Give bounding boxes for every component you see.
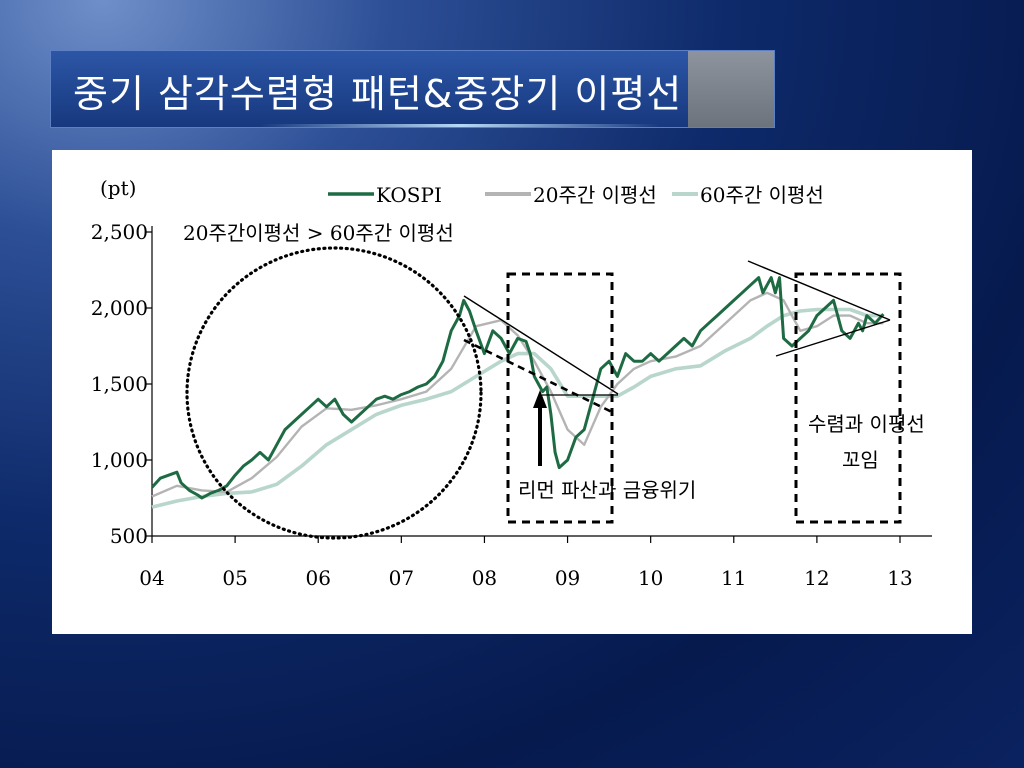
convergence-dashed-box	[794, 272, 902, 524]
y-tick-label: 1,500	[91, 372, 148, 396]
series-layer	[150, 276, 885, 509]
legend-label-0: KOSPI	[376, 183, 442, 207]
y-tick-label: 2,000	[91, 296, 148, 320]
crisis-triangle-upper	[463, 295, 619, 395]
series-line-2	[151, 307, 884, 509]
x-tick-label: 06	[305, 566, 330, 590]
convergence-triangle-upper	[747, 260, 891, 321]
convergence-label-line2: 꼬임	[842, 448, 879, 472]
x-tick-label: 07	[389, 566, 414, 590]
series-line-1	[151, 291, 884, 498]
y-tick-label: 500	[110, 524, 148, 548]
x-tick-label: 10	[638, 566, 663, 590]
crisis-dashed-box	[506, 272, 614, 524]
x-tick-label: 13	[887, 566, 912, 590]
y-tick-label: 1,000	[91, 448, 148, 472]
crisis-triangle-lower	[463, 338, 613, 414]
slide-title: 중기 삼각수렴형 패턴&중장기 이평선	[73, 72, 683, 116]
title-bar: 중기 삼각수렴형 패턴&중장기 이평선	[50, 50, 775, 128]
annotation-layer: 20주간이평선 > 60주간 이평선 리먼 파산과 금융위기 수렴과 이평선 꼬…	[183, 221, 925, 540]
kospi-chart: 500 1,000 1,500 2,000 2,500 04 05 06 07 08 09 10 11 1…	[91, 176, 932, 590]
title-accent-block	[688, 51, 774, 127]
axes-layer: 500 1,000 1,500 2,000 2,500 04 05 06 07 08 09 10 11 1…	[91, 176, 932, 590]
legend-label-2: 60주간 이평선	[700, 183, 824, 207]
x-tick-label: 11	[721, 566, 746, 590]
chart-panel: 500 1,000 1,500 2,000 2,500 04 05 06 07 08 09 10 11 1…	[52, 150, 972, 634]
x-tick-label: 12	[804, 566, 829, 590]
x-tick-label: 09	[555, 566, 580, 590]
y-unit-label: (pt)	[100, 176, 136, 200]
lehman-label: 리먼 파산과 금융위기	[518, 478, 696, 502]
convergence-label-line1: 수렴과 이평선	[808, 412, 925, 436]
series-line-0	[150, 276, 885, 500]
legend: KOSPI 20주간 이평선 60주간 이평선	[328, 183, 824, 207]
legend-label-1: 20주간 이평선	[533, 183, 657, 207]
x-tick-label: 05	[222, 566, 247, 590]
x-tick-label: 04	[139, 566, 164, 590]
ma-condition-label: 20주간이평선 > 60주간 이평선	[183, 221, 454, 245]
title-glow-line	[260, 124, 660, 127]
x-tick-label: 08	[472, 566, 497, 590]
uptrend-circle	[185, 246, 483, 540]
convergence-triangle-lower	[775, 319, 891, 357]
lehman-arrow-head	[533, 390, 547, 408]
y-tick-label: 2,500	[91, 220, 148, 244]
